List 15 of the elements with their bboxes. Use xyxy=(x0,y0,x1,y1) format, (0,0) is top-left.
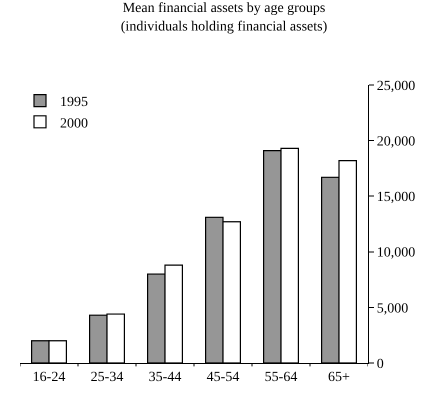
y-tick-label: 25,000 xyxy=(376,78,416,94)
y-tick-label: 15,000 xyxy=(376,190,416,206)
x-tick-label: 45-54 xyxy=(206,370,240,385)
x-tick-label: 65+ xyxy=(328,370,350,385)
x-tick-label: 25-34 xyxy=(90,370,124,385)
y-tick-label: 0 xyxy=(376,356,384,372)
legend-label: 2000 xyxy=(60,116,88,132)
y-tick-label: 20,000 xyxy=(376,134,416,150)
x-tick-label: 16-24 xyxy=(32,370,66,385)
x-tick-label: 35-44 xyxy=(148,370,182,385)
legend-label: 1995 xyxy=(60,95,88,110)
y-tick-label: 5,000 xyxy=(376,301,408,316)
chart-title: Mean financial assets by age groups (individuals holding financial assets) xyxy=(120,1,328,34)
y-tick-label: 10,000 xyxy=(376,246,416,261)
x-tick-label: 55-64 xyxy=(264,370,298,385)
